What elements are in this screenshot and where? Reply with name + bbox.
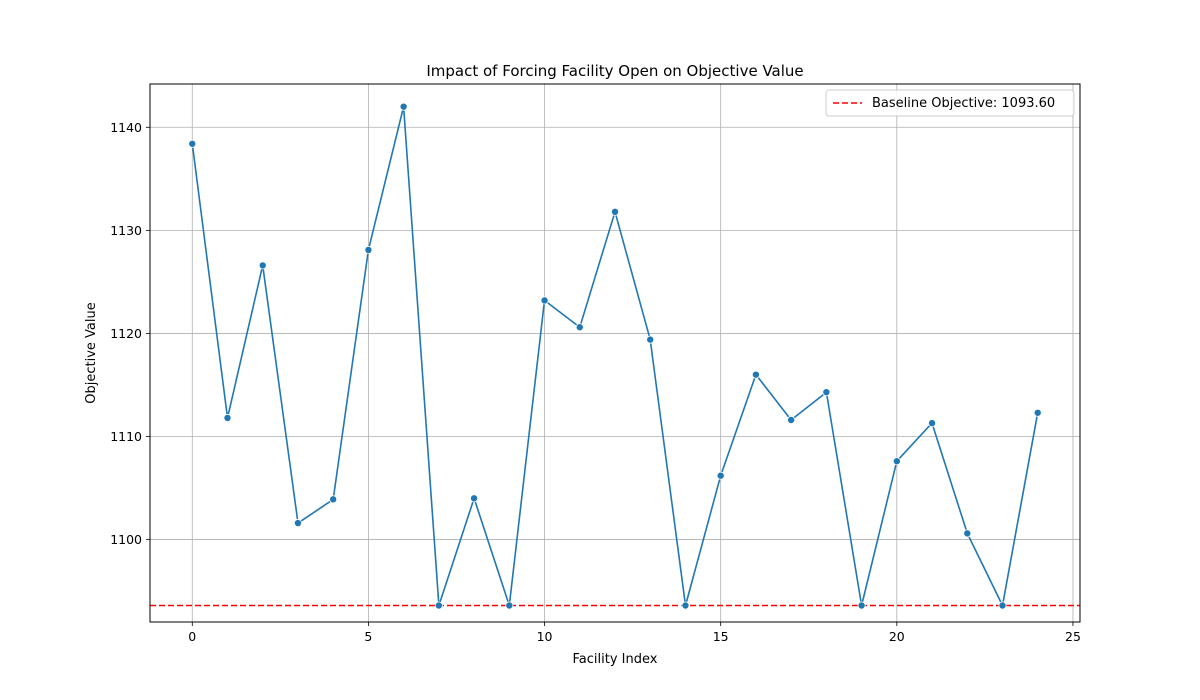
data-point xyxy=(188,139,197,148)
data-point xyxy=(716,471,725,480)
data-point xyxy=(681,601,690,610)
legend-label-baseline: Baseline Objective: 1093.60 xyxy=(872,96,1055,111)
y-tick-label: 1130 xyxy=(110,223,142,238)
y-tick-label: 1140 xyxy=(110,120,142,135)
x-tick-label: 0 xyxy=(188,629,196,644)
y-axis-ticks: 1100 1110 1120 1130 1140 xyxy=(110,120,150,547)
data-point xyxy=(998,601,1007,610)
data-point xyxy=(540,296,549,305)
chart-title: Impact of Forcing Facility Open on Objec… xyxy=(426,62,803,80)
legend: Baseline Objective: 1093.60 xyxy=(825,89,1075,117)
data-point xyxy=(787,415,796,424)
x-tick-label: 10 xyxy=(537,629,553,644)
x-tick-label: 20 xyxy=(889,629,905,644)
plot-frame xyxy=(149,83,1081,623)
x-tick-label: 5 xyxy=(364,629,372,644)
y-axis-label: Objective Value xyxy=(84,302,99,403)
y-tick-label: 1110 xyxy=(110,429,142,444)
x-tick-label: 25 xyxy=(1065,629,1081,644)
series-layer xyxy=(188,102,1042,610)
data-point xyxy=(505,601,514,610)
data-point xyxy=(399,102,408,111)
x-axis-label: Facility Index xyxy=(573,652,658,667)
data-point xyxy=(611,207,620,216)
data-point xyxy=(293,519,302,528)
y-tick-label: 1100 xyxy=(110,532,142,547)
data-point xyxy=(364,245,373,254)
y-tick-label: 1120 xyxy=(110,326,142,341)
data-point xyxy=(470,494,479,503)
data-point xyxy=(751,370,760,379)
data-point xyxy=(963,529,972,538)
data-point xyxy=(892,457,901,466)
data-point xyxy=(575,323,584,332)
data-point xyxy=(646,335,655,344)
data-point xyxy=(434,601,443,610)
data-point xyxy=(857,601,866,610)
data-point xyxy=(822,388,831,397)
x-axis-ticks: 0 5 10 15 20 25 xyxy=(188,622,1081,644)
data-point xyxy=(329,495,338,504)
grid-lines xyxy=(150,84,1080,622)
data-point xyxy=(258,261,267,270)
data-point xyxy=(223,413,232,422)
data-point xyxy=(928,419,937,428)
legend-box xyxy=(825,89,1075,117)
x-tick-label: 15 xyxy=(713,629,729,644)
data-point xyxy=(1033,408,1042,417)
